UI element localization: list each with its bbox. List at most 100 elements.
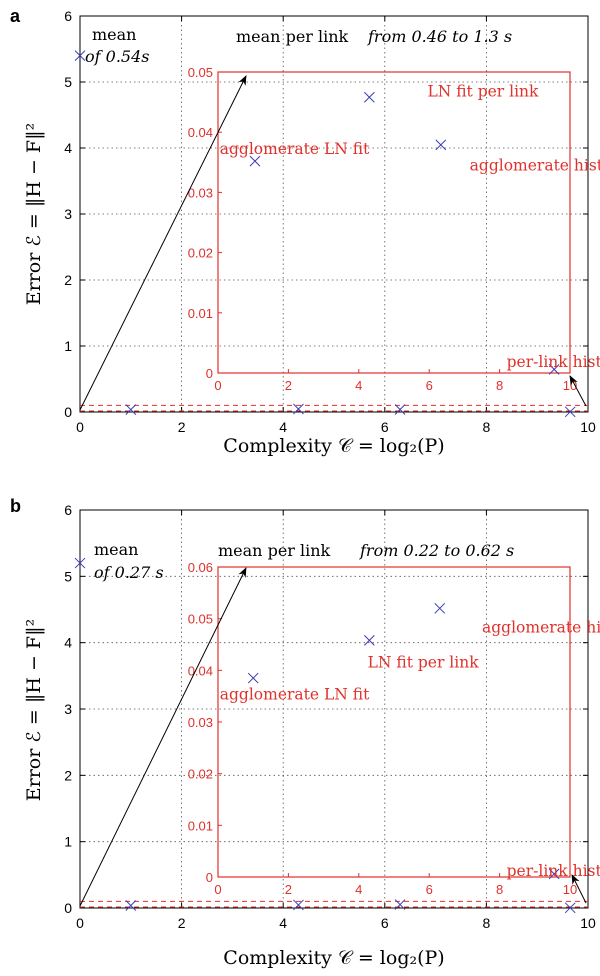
data-point [564, 902, 576, 914]
panel-label: b [10, 496, 21, 516]
annotation-mean-per-link-range: from 0.22 to 0.62 s [359, 541, 514, 560]
data-point-stroke [125, 900, 137, 911]
data-point-stroke [74, 557, 86, 569]
x-tick-label: 6 [381, 915, 389, 931]
inset-x-tick-label: 0 [214, 378, 221, 393]
inset-x-tick-label: 2 [285, 882, 292, 897]
inset-x-tick-label: 2 [285, 378, 292, 393]
inset-data-point [249, 155, 261, 167]
x-tick-label: 10 [580, 915, 596, 931]
inset: 0 2 4 6 8 1000.010.020.030.040.05agglomerate … [80, 65, 600, 412]
data-point [293, 403, 304, 415]
data-point [394, 404, 406, 415]
data-point-stroke [394, 899, 406, 910]
inset-y-tick-label: 0.03 [188, 185, 213, 200]
annotation-mean-value: of 0.27 s [94, 563, 164, 582]
x-tick-label: 4 [279, 915, 287, 931]
inset-y-tick-label: 0.03 [188, 715, 213, 730]
x-tick-label: 8 [483, 915, 491, 931]
zoom-arrow-left [79, 75, 247, 411]
inset-data-point-stroke [364, 635, 375, 646]
x-tick-label: 10 [580, 419, 596, 435]
inset-data-point [364, 635, 375, 646]
inset-x-tick-label: 4 [355, 882, 362, 897]
grid [80, 16, 588, 412]
data-point [125, 900, 137, 911]
x-tick-label: 2 [178, 419, 186, 435]
x-tick-label: 8 [483, 419, 491, 435]
data-point [125, 404, 137, 415]
inset-y-tick-label: 0 [206, 870, 213, 885]
inset-data-point [434, 602, 446, 614]
inset-x-tick-label: 10 [563, 882, 577, 897]
y-tick-label: 6 [64, 8, 72, 24]
tick-labels: 0 2 4 6 8 10 0 1 2 3 4 5 6 [64, 502, 596, 931]
inset-frame [217, 71, 571, 374]
x-tick-label: 0 [76, 419, 84, 435]
inset-y-tick-label: 0.01 [188, 306, 213, 321]
inset: 0 2 4 6 8 10 0 0.01 0.02 0.03 0.04 0.05 0.06 agglomer… [80, 560, 600, 908]
inset-data-point-stroke [548, 364, 560, 375]
inset-data-point-stroke [247, 672, 259, 684]
inset-data-point-stroke [435, 139, 447, 151]
data-point [564, 406, 576, 418]
inset-point-label: LN fit per link [427, 82, 539, 100]
y-tick-label: 0 [64, 900, 72, 916]
y-tick-label: 4 [64, 140, 72, 156]
y-tick-label: 1 [64, 338, 72, 354]
grid [80, 510, 588, 908]
y-tick-label: 1 [64, 834, 72, 850]
inset-y-tick-label: 0.02 [188, 767, 213, 782]
inset-y-tick-label: 0.02 [188, 246, 213, 261]
data-point-stroke [293, 899, 304, 911]
x-tick-label: 2 [178, 915, 186, 931]
inset-point-label: LN fit per link [368, 654, 480, 672]
data-point [293, 899, 304, 911]
data-point [74, 557, 86, 569]
zoom-arrow-right [569, 375, 587, 407]
data-point-stroke [564, 902, 576, 914]
inset-x-tick-label: 6 [426, 378, 433, 393]
annotation-mean: mean [92, 25, 136, 44]
inset-data-point-stroke [548, 868, 560, 880]
data-point-stroke [293, 403, 304, 415]
y-tick-label: 5 [64, 74, 72, 90]
annotation-mean-per-link-range: from 0.46 to 1.3 s [367, 27, 512, 46]
inset-x-tick-label: 0 [214, 882, 221, 897]
inset-data-point [247, 672, 259, 684]
data-point [74, 50, 86, 61]
inset-y-tick-label: 0.04 [188, 663, 213, 678]
inset-point-label: agglomerate hist. [482, 618, 600, 636]
annotation-mean-per-link: mean per link [236, 27, 349, 46]
inset-y-tick-label: 0.04 [188, 125, 213, 140]
inset-x-tick-label: 6 [426, 882, 433, 897]
y-tick-label: 2 [64, 767, 72, 783]
y-axis-label: Error ℰ = ‖H − F‖² [23, 123, 45, 305]
tick-labels: 0 2 4 6 8 10 0 1 2 3 4 5 6 [64, 8, 596, 435]
inset-x-tick-label: 8 [496, 378, 503, 393]
y-tick-label: 5 [64, 568, 72, 584]
panel-label: a [10, 6, 21, 26]
inset-data-point [548, 364, 560, 375]
annotation-mean-per-link: mean per link [218, 541, 331, 560]
y-tick-label: 3 [64, 701, 72, 717]
inset-data-point [435, 139, 447, 151]
data-point [394, 899, 406, 910]
data-point-stroke [125, 404, 137, 415]
data-points [74, 50, 576, 418]
y-tick-label: 3 [64, 206, 72, 222]
y-tick-label: 6 [64, 502, 72, 518]
inset-data-point-stroke [249, 155, 261, 167]
annotation-mean-value: of 0.54s [85, 47, 149, 66]
inset-data-point-stroke [364, 91, 375, 103]
x-tick-label: 0 [76, 915, 84, 931]
inset-y-tick-label: 0.06 [188, 560, 213, 575]
inset-y-tick-label: 0.05 [188, 65, 213, 80]
inset-data-point [548, 868, 560, 880]
inset-x-tick-label: 8 [496, 882, 503, 897]
inset-x-tick-label: 4 [355, 378, 362, 393]
y-tick-label: 2 [64, 272, 72, 288]
